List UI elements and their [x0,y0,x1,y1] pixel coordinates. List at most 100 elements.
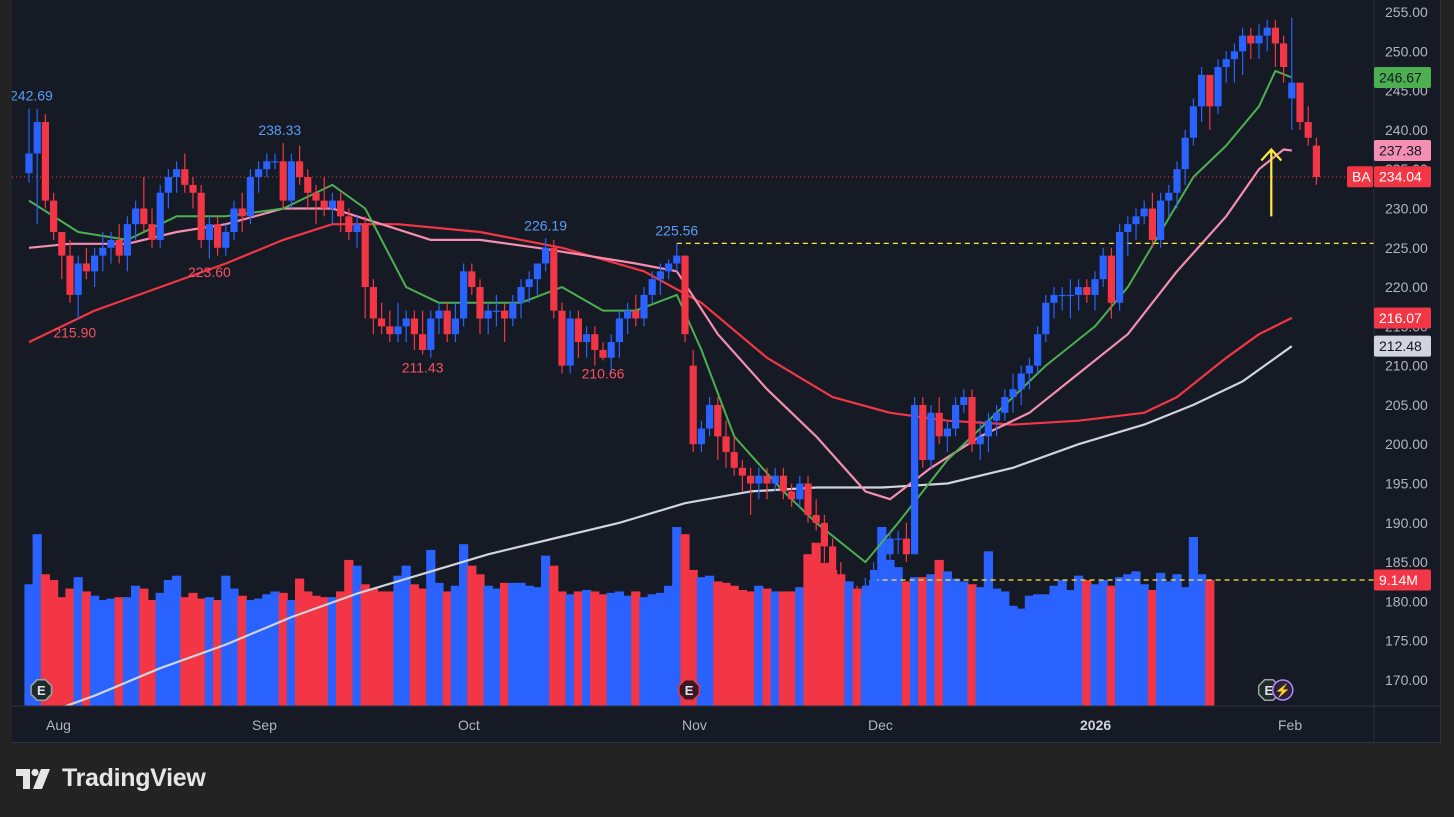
candle[interactable] [812,499,820,531]
candle[interactable] [82,247,90,280]
candle[interactable] [484,302,492,335]
candle[interactable] [91,247,99,288]
candle[interactable] [509,294,517,327]
candle[interactable] [468,263,476,295]
candle[interactable] [1198,67,1206,123]
candle[interactable] [419,310,427,355]
candle[interactable] [66,239,74,303]
candle[interactable] [1148,192,1156,248]
candle[interactable] [615,310,623,358]
candle[interactable] [33,108,41,225]
candle[interactable] [550,239,558,319]
candle[interactable] [533,263,541,295]
earnings-icon[interactable]: E [30,679,53,701]
candle[interactable] [402,310,410,343]
candle[interactable] [952,397,960,437]
candle[interactable] [632,294,640,327]
candle[interactable] [238,192,246,233]
candle[interactable] [583,326,591,358]
candle[interactable] [861,577,869,633]
candle[interactable] [1157,192,1165,248]
candle[interactable] [681,255,689,343]
candle[interactable] [1206,74,1214,130]
candle[interactable] [205,216,213,259]
candle[interactable] [328,192,336,225]
candle[interactable] [451,302,459,343]
candle[interactable] [181,153,189,193]
candle[interactable] [755,467,763,500]
candle[interactable] [279,143,287,209]
candle[interactable] [706,397,714,437]
candle[interactable] [427,310,435,358]
candle[interactable] [1304,106,1312,146]
sma-red-last-tag[interactable]: 216.07 [1374,307,1431,329]
candle[interactable] [747,467,755,515]
candle[interactable] [829,538,837,602]
candle[interactable] [656,263,664,295]
candle[interactable] [435,302,443,335]
candle[interactable] [1288,17,1296,130]
candle[interactable] [648,271,656,303]
candle[interactable] [738,459,746,492]
candle[interactable] [1181,129,1189,185]
candle[interactable] [1099,247,1107,288]
candle[interactable] [58,232,66,280]
candle[interactable] [886,530,894,563]
candle[interactable] [820,514,828,563]
candle[interactable] [935,397,943,445]
candle[interactable] [788,483,796,508]
candle[interactable] [1296,82,1304,130]
candle[interactable] [1230,43,1238,83]
candle[interactable] [123,216,131,272]
candle[interactable] [779,467,787,500]
candle[interactable] [1107,247,1115,319]
candle[interactable] [599,342,607,361]
candle[interactable] [156,184,164,248]
candle[interactable] [246,169,254,225]
candle[interactable] [1058,287,1066,311]
candle[interactable] [410,310,418,350]
candle[interactable] [1312,137,1320,185]
candle[interactable] [1140,200,1148,225]
earnings-icon[interactable]: E [678,679,701,701]
candle[interactable] [492,294,500,327]
candle[interactable] [722,420,730,468]
candle[interactable] [214,216,222,256]
candle[interactable] [1280,35,1288,83]
candle[interactable] [197,184,205,248]
candle[interactable] [1239,27,1247,75]
candle[interactable] [771,467,779,492]
candle[interactable] [1132,208,1140,240]
candle[interactable] [1124,216,1132,256]
candle[interactable] [1083,279,1091,303]
volume-value-tag[interactable]: 9.14M [1374,569,1431,591]
candle[interactable] [1025,357,1033,390]
candle[interactable] [984,412,992,453]
candle[interactable] [525,271,533,303]
candle[interactable] [189,177,197,209]
candle[interactable] [894,530,902,555]
candle[interactable] [730,436,738,476]
candle[interactable] [714,397,722,460]
candle[interactable] [132,200,140,240]
candle[interactable] [1091,271,1099,311]
symbol-last-tag[interactable]: 234.04 [1374,166,1431,188]
candle[interactable] [624,302,632,335]
candle[interactable] [517,279,525,319]
candle[interactable] [1271,19,1279,68]
candle[interactable] [41,114,49,209]
candle[interactable] [689,349,697,453]
candle[interactable] [164,169,172,209]
candle[interactable] [140,177,148,233]
candle[interactable] [361,216,369,319]
candle[interactable] [345,208,353,240]
candle[interactable] [394,302,402,343]
candle[interactable] [1001,389,1009,421]
ema-pink-last-tag[interactable]: 237.38 [1374,139,1431,161]
candle[interactable] [378,302,386,335]
candle[interactable] [1247,27,1255,60]
symbol-tag[interactable]: BA [1347,166,1373,188]
candle[interactable] [501,302,509,343]
candle[interactable] [1189,98,1197,146]
candle[interactable] [255,161,263,193]
